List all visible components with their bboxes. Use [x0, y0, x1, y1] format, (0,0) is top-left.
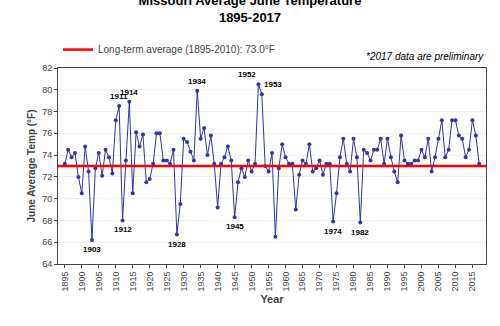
svg-text:1955: 1955 [264, 272, 274, 292]
svg-text:2015: 2015 [467, 272, 477, 292]
svg-text:1975: 1975 [331, 272, 341, 292]
svg-text:1915: 1915 [128, 272, 138, 292]
svg-text:1965: 1965 [297, 272, 307, 292]
svg-text:1953: 1953 [264, 80, 282, 89]
svg-text:78: 78 [42, 107, 52, 117]
svg-text:June Average Temp (°F): June Average Temp (°F) [26, 109, 37, 222]
svg-text:82: 82 [42, 63, 52, 73]
svg-text:1940: 1940 [213, 272, 223, 292]
svg-text:64: 64 [42, 259, 52, 269]
svg-text:80: 80 [42, 85, 52, 95]
svg-text:1903: 1903 [83, 245, 101, 254]
svg-text:1895: 1895 [60, 272, 70, 292]
svg-text:66: 66 [42, 237, 52, 247]
svg-text:74: 74 [42, 150, 52, 160]
svg-text:1950: 1950 [247, 272, 257, 292]
svg-text:1960: 1960 [281, 272, 291, 292]
svg-text:1935: 1935 [196, 272, 206, 292]
svg-text:76: 76 [42, 128, 52, 138]
svg-text:1911: 1911 [110, 92, 128, 101]
svg-text:70: 70 [42, 194, 52, 204]
svg-text:1985: 1985 [365, 272, 375, 292]
svg-text:1920: 1920 [145, 272, 155, 292]
svg-text:1914: 1914 [120, 88, 138, 97]
svg-text:2005: 2005 [433, 272, 443, 292]
svg-text:1980: 1980 [348, 272, 358, 292]
svg-text:Year: Year [260, 293, 284, 305]
svg-text:1928: 1928 [168, 240, 186, 249]
svg-text:1930: 1930 [179, 272, 189, 292]
svg-text:*2017 data are preliminary: *2017 data are preliminary [366, 51, 484, 62]
svg-text:72: 72 [42, 172, 52, 182]
svg-text:1934: 1934 [188, 77, 206, 86]
svg-text:1905: 1905 [94, 272, 104, 292]
svg-text:Missouri Average June Temperat: Missouri Average June Temperature1895-20… [139, 0, 362, 25]
svg-text:1974: 1974 [324, 227, 342, 236]
svg-text:1990: 1990 [382, 272, 392, 292]
svg-text:1912: 1912 [114, 225, 132, 234]
svg-text:68: 68 [42, 216, 52, 226]
svg-text:1982: 1982 [351, 228, 369, 237]
svg-text:1925: 1925 [162, 272, 172, 292]
svg-text:1945: 1945 [226, 222, 244, 231]
svg-text:2010: 2010 [450, 272, 460, 292]
svg-text:1910: 1910 [111, 272, 121, 292]
svg-text:2000: 2000 [416, 272, 426, 292]
svg-text:1952: 1952 [238, 70, 256, 79]
svg-text:Long-term average (1895-2010):: Long-term average (1895-2010): 73.0°F [98, 44, 275, 55]
svg-text:1900: 1900 [77, 272, 87, 292]
svg-text:1970: 1970 [314, 272, 324, 292]
svg-text:1995: 1995 [399, 272, 409, 292]
svg-text:1945: 1945 [230, 272, 240, 292]
